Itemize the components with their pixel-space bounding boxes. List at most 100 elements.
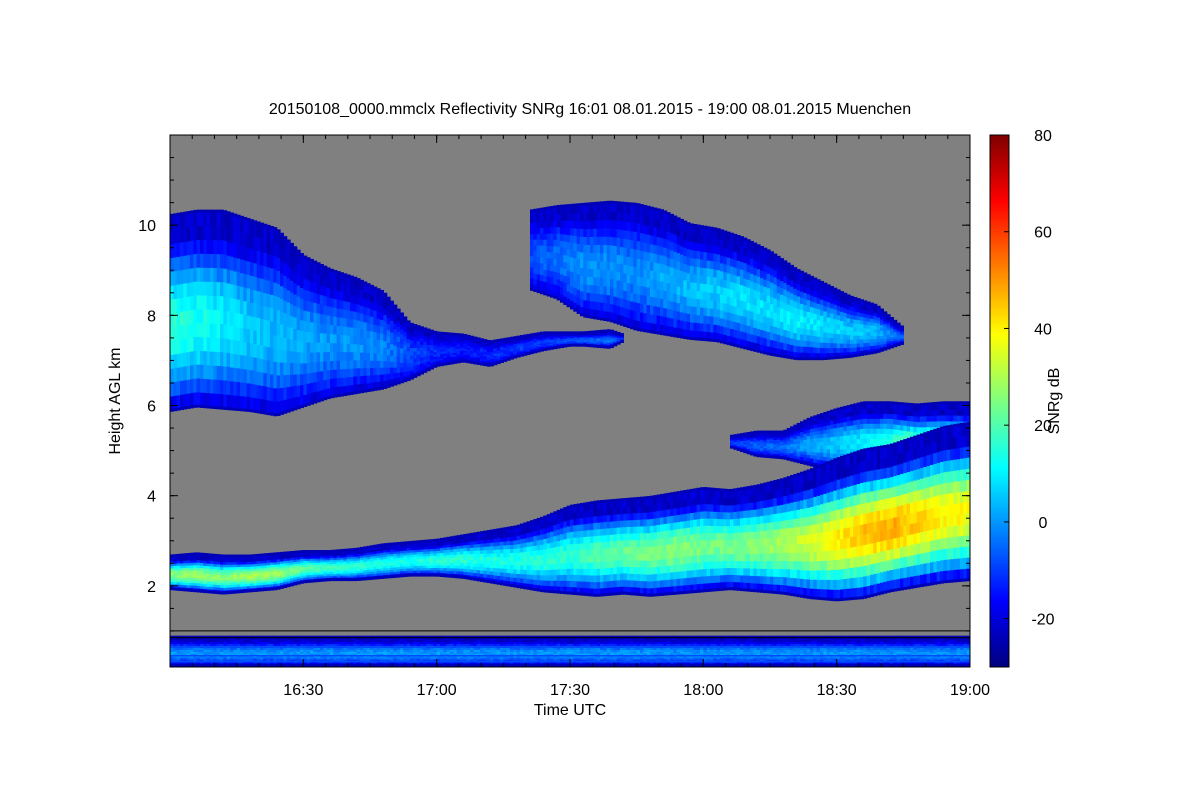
heat-cell (753, 244, 758, 253)
heat-cell (923, 410, 928, 417)
heat-cell (333, 289, 338, 300)
heat-cell (323, 351, 328, 362)
heat-cell (673, 251, 678, 261)
heat-cell (940, 420, 944, 428)
heat-cell (493, 360, 498, 363)
heat-cell (493, 349, 498, 352)
heat-cell (673, 310, 678, 320)
heat-cell (830, 332, 834, 339)
heat-cell (590, 343, 594, 346)
heat-cell (863, 313, 868, 318)
heat-cell (350, 391, 354, 395)
heat-cell (460, 337, 464, 340)
heat-cell (450, 342, 454, 346)
heat-cell (823, 444, 828, 450)
heat-cell (263, 265, 268, 280)
heat-cell (216, 406, 221, 410)
heat-cell (836, 413, 841, 419)
heat-cell (230, 297, 234, 313)
heat-cell (330, 360, 334, 370)
heat-cell (323, 388, 328, 399)
heat-cell (523, 338, 528, 341)
heat-cell (350, 384, 354, 394)
heat-cell (463, 348, 468, 351)
heat-cell (493, 339, 498, 343)
heat-cell (376, 381, 381, 389)
heat-cell (453, 350, 458, 353)
heat-cell (560, 220, 564, 228)
heat-cell (576, 331, 581, 335)
heat-cell (236, 354, 241, 369)
heat-cell (403, 318, 408, 324)
heat-cell (793, 431, 798, 435)
heat-cell (383, 367, 388, 375)
heat-cell (623, 273, 628, 283)
heat-cell (896, 334, 901, 337)
heat-cell (793, 453, 798, 457)
heat-cell (510, 353, 514, 356)
heat-cell (683, 336, 688, 340)
heat-cell (576, 310, 581, 314)
heat-cell (390, 349, 394, 356)
heat-cell (376, 325, 381, 333)
heat-cell (713, 261, 718, 270)
heat-cell (186, 393, 191, 408)
heat-cell (470, 356, 474, 359)
heat-cell (800, 270, 804, 274)
heat-cell (676, 235, 681, 245)
heat-cell (396, 377, 401, 383)
heat-cell (423, 350, 428, 354)
heat-cell (806, 323, 811, 330)
heat-cell (896, 401, 901, 405)
heat-cell (396, 346, 401, 353)
heat-cell (180, 311, 184, 326)
heat-cell (370, 382, 374, 391)
heat-cell (226, 211, 231, 215)
heat-cell (843, 435, 848, 441)
heat-cell (306, 352, 311, 364)
heat-cell (270, 400, 274, 415)
heat-cell (576, 243, 581, 252)
heat-cell (733, 437, 738, 440)
heat-cell (896, 429, 901, 436)
heat-cell (260, 304, 264, 319)
heat-cell (466, 343, 471, 347)
heat-cell (560, 226, 564, 235)
heat-cell (740, 444, 744, 447)
heat-cell (523, 352, 528, 356)
heat-cell (383, 373, 388, 381)
heat-cell (880, 338, 884, 342)
heat-cell (760, 284, 764, 293)
heat-cell (170, 382, 174, 397)
heat-cell (180, 297, 184, 312)
heat-cell (900, 404, 904, 410)
heat-cell (606, 343, 611, 346)
heat-cell (406, 326, 411, 332)
heat-cell (230, 311, 234, 326)
heat-cell (240, 408, 244, 412)
heat-cell (173, 229, 178, 244)
heat-cell (910, 426, 914, 432)
heat-cell (563, 220, 568, 228)
heat-cell (443, 334, 448, 337)
heat-cell (693, 322, 698, 331)
heat-cell (220, 351, 224, 367)
heat-cell (556, 206, 561, 215)
heat-cell (733, 441, 738, 443)
heat-cell (886, 314, 891, 318)
heat-cell (610, 227, 614, 237)
heat-cell (386, 348, 391, 356)
heat-cell (800, 352, 804, 359)
heat-cell (483, 357, 488, 360)
heat-cell (653, 262, 658, 272)
heat-cell (623, 298, 628, 309)
heat-cell (796, 455, 801, 460)
heat-cell (546, 336, 551, 339)
heat-cell (470, 341, 474, 344)
heat-cell (653, 296, 658, 307)
heat-cell (776, 278, 781, 287)
heat-cell (626, 256, 631, 266)
heat-cell (493, 358, 498, 361)
heat-cell (860, 323, 864, 329)
heat-cell (783, 435, 788, 438)
